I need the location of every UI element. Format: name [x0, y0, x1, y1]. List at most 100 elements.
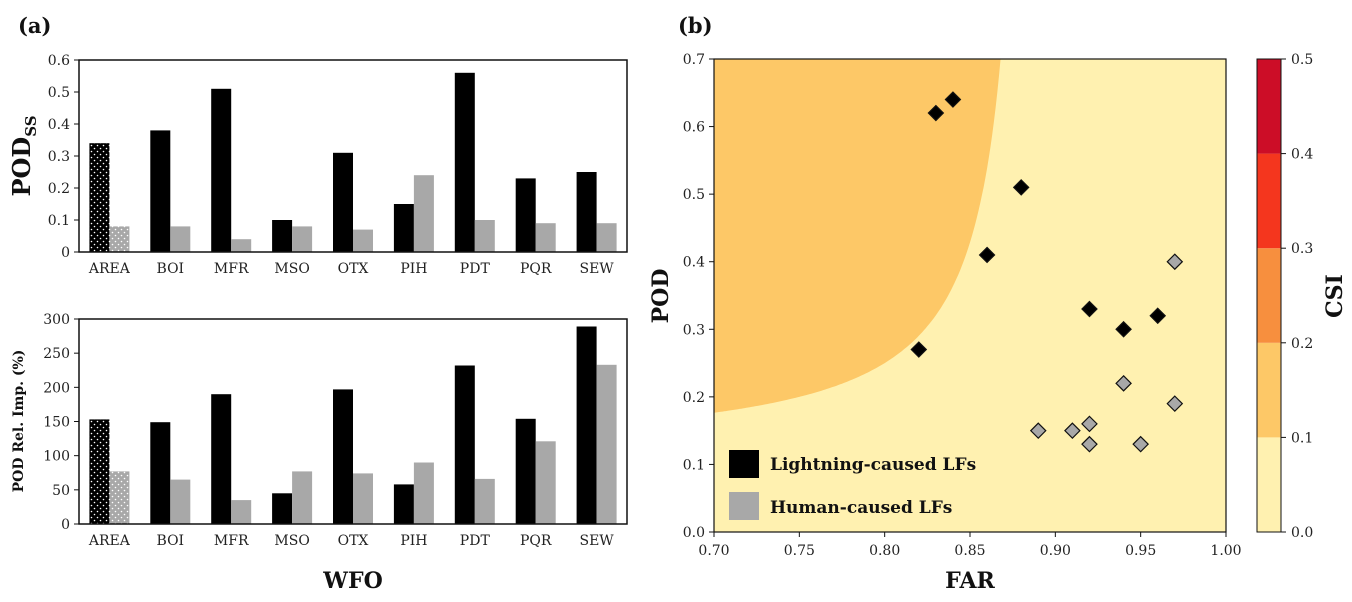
pod-ss-y-axis-label: PODSS — [7, 115, 40, 196]
pod-y-tick-3: 0.3 — [683, 322, 705, 338]
colorbar-tick-2: 0.2 — [1291, 336, 1313, 352]
x-tick-pod_rel_imp-mfr: MFR — [214, 533, 249, 549]
colorbar-band-0 — [1257, 437, 1281, 532]
bar-pod_rel_imp-human-otx — [353, 473, 373, 524]
bar-pod_ss-lightning-pdt — [454, 72, 475, 252]
bar-pod_rel_imp-human-pih — [413, 462, 434, 524]
colorbar-band-3 — [1257, 153, 1281, 249]
y-tick-pod_rel_imp-0: 0 — [61, 517, 70, 533]
csi-colorbar: 0.0 0.1 0.2 0.3 0.4 0.5 CSI — [1256, 52, 1348, 541]
bar-pod_ss-human-mso — [292, 226, 313, 252]
point-human-6 — [1081, 435, 1098, 453]
csi-colorbar-frame — [1256, 58, 1282, 533]
point-human-5 — [1081, 415, 1098, 433]
bar-pod_rel_imp-lightning-pih — [393, 484, 414, 524]
pod-ss-y-label-sub: SS — [22, 115, 40, 136]
bar-pod_rel_imp-human-mfr — [231, 500, 252, 524]
point-human-0 — [1166, 253, 1184, 271]
y-tick-pod_rel_imp-2: 100 — [43, 449, 70, 465]
pod-y-tick-1: 0.1 — [683, 457, 705, 473]
pod-y-axis-label: POD — [648, 269, 674, 324]
panel-label-b: (b) — [678, 13, 713, 38]
bar-pod_ss-human-otx — [353, 229, 373, 252]
pod-y-tick-0: 0.0 — [683, 525, 705, 541]
performance-y-ticks: 0.0 0.1 0.2 0.3 0.4 0.5 0.6 0.7 — [683, 52, 714, 541]
bar-pod_ss-lightning-boi — [150, 130, 171, 252]
x-tick-pod_rel_imp-pqr: PQR — [520, 533, 552, 549]
far-x-axis-label: FAR — [945, 568, 995, 594]
pod-ss-x-ticks: AREA BOI MFR MSO OTX PIH PDT PQR SEW — [88, 261, 614, 277]
far-x-tick-3: 0.85 — [954, 543, 985, 559]
pod-rel-imp-bar-chart: 0 50 100 150 200 250 300 AREA BOI MFR MSO OTX PIH PD… — [11, 312, 628, 594]
colorbar-tick-3: 0.3 — [1291, 241, 1313, 257]
performance-x-ticks: 0.70 0.75 0.80 0.85 0.90 0.95 1.00 — [698, 532, 1242, 559]
bar-pod_ss-lightning-mso — [272, 220, 293, 252]
y-tick-pod_ss-0: 0 — [61, 245, 70, 261]
point-lightning-4 — [1081, 300, 1098, 318]
pod-rel-imp-bars — [89, 326, 617, 525]
panel-label-a: (a) — [18, 13, 51, 38]
bar-pod_rel_imp-human-boi — [170, 479, 191, 524]
x-tick-pod_rel_imp-otx: OTX — [338, 533, 369, 549]
colorbar-tick-0: 0.0 — [1291, 525, 1313, 541]
bar-pod_rel_imp-lightning-pdt — [454, 365, 475, 524]
x-tick-pod_ss-otx: OTX — [338, 261, 369, 277]
far-x-tick-1: 0.75 — [784, 543, 815, 559]
bar-pod_rel_imp-lightning-sew — [576, 326, 597, 524]
y-tick-pod_rel_imp-4: 200 — [43, 380, 70, 396]
legend-label-lightning: Lightning-caused LFs — [770, 455, 976, 475]
y-tick-pod_ss-3: 0.3 — [48, 149, 70, 165]
colorbar-tick-1: 0.1 — [1291, 430, 1313, 446]
bar-pod_ss-lightning-mfr — [211, 88, 232, 252]
pod-y-tick-5: 0.5 — [683, 187, 705, 203]
bar-pod_ss-human-pqr — [535, 223, 556, 252]
bar-pod_ss-lightning-sew — [576, 172, 597, 252]
point-human-3 — [1029, 422, 1047, 439]
point-lightning-3 — [978, 246, 996, 264]
point-lightning-5 — [1115, 320, 1132, 338]
bar-pod_rel_imp-human-sew — [596, 364, 617, 524]
pod-y-tick-7: 0.7 — [683, 52, 705, 68]
x-tick-pod_rel_imp-pih: PIH — [400, 533, 427, 549]
point-human-2 — [1166, 395, 1184, 412]
point-lightning-0 — [927, 104, 945, 122]
performance-diagram: 0.0 0.1 0.2 0.3 0.4 0.5 0.6 0.7 0.70 0.75 0.80 0.8… — [648, 52, 1242, 594]
bar-pod_rel_imp-human-area — [109, 471, 130, 524]
x-tick-pod_ss-sew: SEW — [579, 261, 614, 277]
pod-y-tick-4: 0.4 — [683, 255, 705, 271]
pod-rel-imp-y-axis-label: POD Rel. Imp. (%) — [11, 350, 27, 493]
y-tick-pod_ss-6: 0.6 — [48, 53, 70, 69]
x-tick-pod_rel_imp-sew: SEW — [579, 533, 614, 549]
point-lightning-7 — [910, 341, 928, 358]
y-tick-pod_rel_imp-5: 250 — [43, 346, 70, 362]
colorbar-tick-5: 0.5 — [1291, 52, 1313, 68]
pod-ss-bars — [89, 72, 617, 252]
performance-legend: Lightning-caused LFs Human-caused LFs — [729, 450, 976, 520]
bar-pod_rel_imp-human-pdt — [474, 478, 495, 524]
x-tick-pod_ss-pqr: PQR — [520, 261, 552, 277]
x-tick-pod_ss-boi: BOI — [157, 261, 185, 277]
far-x-tick-4: 0.90 — [1040, 543, 1071, 559]
csi-colorbar-ticks: 0.0 0.1 0.2 0.3 0.4 0.5 — [1281, 52, 1313, 541]
point-lightning-2 — [1012, 179, 1030, 196]
pod-ss-bar-chart: 0 0.1 0.2 0.3 0.4 0.5 0.6 AREA BOI MFR MSO OTX PIH P… — [7, 53, 628, 277]
far-x-tick-2: 0.80 — [869, 543, 900, 559]
bar-pod_rel_imp-human-mso — [292, 471, 313, 524]
bar-pod_ss-human-boi — [170, 226, 191, 252]
bar-pod_ss-human-area — [109, 226, 130, 252]
csi-colorbar-bands — [1257, 59, 1281, 532]
y-tick-pod_ss-5: 0.5 — [48, 85, 70, 101]
bar-pod_ss-lightning-area — [89, 143, 110, 252]
y-tick-pod_rel_imp-1: 50 — [52, 483, 70, 499]
y-tick-pod_rel_imp-3: 150 — [43, 415, 70, 431]
wfo-x-axis-label: WFO — [322, 568, 383, 594]
y-tick-pod_ss-1: 0.1 — [48, 213, 70, 229]
colorbar-band-4 — [1257, 59, 1281, 154]
x-tick-pod_ss-area: AREA — [88, 261, 131, 277]
pod-y-tick-6: 0.6 — [683, 120, 705, 136]
x-tick-pod_ss-pih: PIH — [400, 261, 427, 277]
bar-pod_rel_imp-lightning-otx — [333, 389, 353, 524]
y-tick-pod_rel_imp-6: 300 — [43, 312, 70, 328]
bar-pod_rel_imp-human-pqr — [535, 441, 556, 524]
